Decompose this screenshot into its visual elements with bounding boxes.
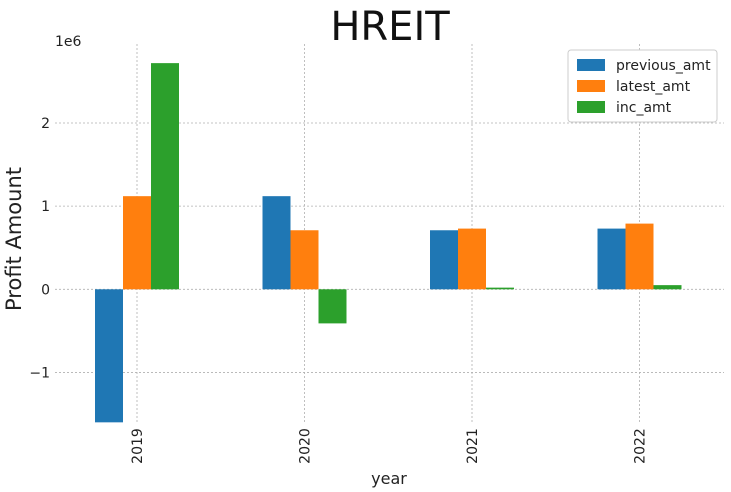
legend-label-inc_amt: inc_amt bbox=[616, 100, 672, 116]
bar-inc_amt-2022 bbox=[653, 285, 682, 290]
bar-previous_amt-2019 bbox=[95, 289, 123, 423]
legend-label-previous_amt: previous_amt bbox=[616, 58, 711, 74]
bars bbox=[95, 63, 682, 423]
x-axis-label: year bbox=[371, 469, 407, 488]
y-axis-label: Profit Amount bbox=[2, 167, 26, 311]
y-tick-label: 1 bbox=[41, 199, 50, 215]
x-tick-label: 2022 bbox=[633, 428, 649, 464]
bar-previous_amt-2021 bbox=[430, 230, 458, 290]
bar-latest_amt-2021 bbox=[458, 228, 486, 290]
legend-swatch-previous_amt bbox=[577, 59, 605, 71]
chart-title: HREIT bbox=[330, 4, 450, 50]
y-offset-text: 1e6 bbox=[55, 34, 82, 50]
bar-inc_amt-2021 bbox=[486, 287, 514, 290]
x-ticks: 2019 2020 2021 2022 bbox=[130, 428, 649, 464]
x-tick-label: 2021 bbox=[465, 428, 481, 464]
y-tick-label: 2 bbox=[41, 116, 50, 132]
legend: previous_amt latest_amt inc_amt bbox=[567, 49, 718, 123]
legend-swatch-inc_amt bbox=[577, 101, 605, 113]
bar-inc_amt-2019 bbox=[151, 63, 179, 290]
y-tick-label: −1 bbox=[29, 365, 50, 381]
x-tick-label: 2020 bbox=[298, 428, 314, 464]
legend-swatch-latest_amt bbox=[577, 80, 605, 92]
y-tick-label: 0 bbox=[41, 282, 50, 298]
bar-latest_amt-2019 bbox=[123, 196, 151, 290]
bar-latest_amt-2020 bbox=[290, 230, 319, 290]
bar-inc_amt-2020 bbox=[318, 289, 347, 324]
legend-label-latest_amt: latest_amt bbox=[616, 79, 691, 95]
x-tick-label: 2019 bbox=[130, 428, 146, 464]
bar-latest_amt-2022 bbox=[625, 223, 654, 290]
legend-box bbox=[567, 49, 718, 123]
bar-previous_amt-2022 bbox=[597, 228, 626, 290]
bar-previous_amt-2020 bbox=[262, 196, 291, 290]
y-ticks: −1 0 1 2 bbox=[29, 116, 50, 381]
